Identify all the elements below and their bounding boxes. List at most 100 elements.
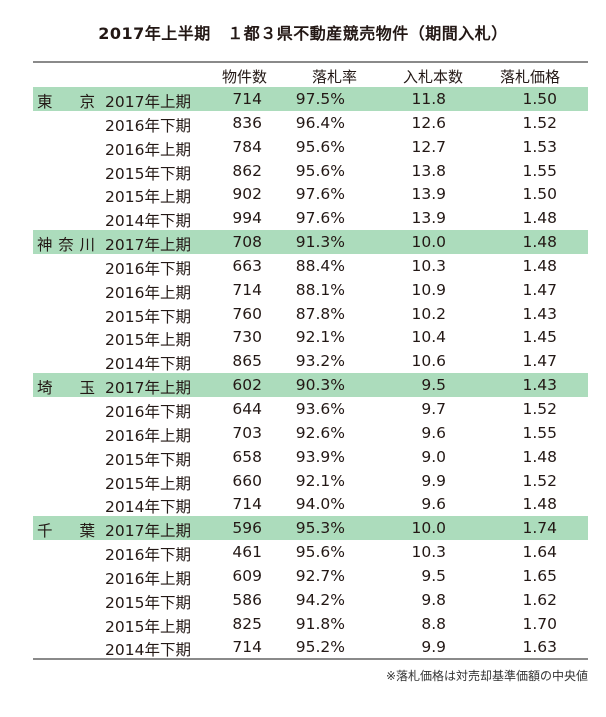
period-cell: 2015年下期 <box>105 307 191 326</box>
table-row: 2015年下期 760 87.8% 10.2 1.43 <box>33 302 588 326</box>
rate-cell: 91.3% <box>295 233 345 252</box>
bids-cell: 9.7 <box>421 399 446 418</box>
rate-cell: 97.6% <box>295 185 345 204</box>
price-cell: 1.48 <box>522 447 557 466</box>
count-cell: 660 <box>232 471 262 490</box>
price-cell: 1.53 <box>522 137 557 156</box>
count-cell: 461 <box>232 543 262 562</box>
count-cell: 784 <box>232 137 262 156</box>
table-row: 2016年上期 703 92.6% 9.6 1.55 <box>33 421 588 445</box>
period-cell: 2014年下期 <box>105 212 191 231</box>
rate-cell: 88.4% <box>295 256 345 275</box>
table-row: 2015年下期 658 93.9% 9.0 1.48 <box>33 445 588 469</box>
table-row: 2014年下期 714 95.2% 9.9 1.63 <box>33 635 588 659</box>
period-cell: 2015年上期 <box>105 331 191 350</box>
bids-cell: 9.9 <box>421 638 446 657</box>
rate-cell: 93.9% <box>295 447 345 466</box>
count-cell: 862 <box>232 161 262 180</box>
table-row: 2014年下期 714 94.0% 9.6 1.48 <box>33 492 588 516</box>
count-cell: 994 <box>232 209 262 228</box>
count-cell: 609 <box>232 566 262 585</box>
rate-cell: 95.6% <box>295 161 345 180</box>
period-cell: 2015年下期 <box>105 593 191 612</box>
rate-cell: 95.2% <box>295 638 345 657</box>
bids-cell: 13.9 <box>411 185 446 204</box>
header-bids: 入札本数 <box>403 68 464 86</box>
bids-cell: 9.5 <box>421 566 446 585</box>
rate-cell: 92.7% <box>295 566 345 585</box>
bids-cell: 10.3 <box>411 543 446 562</box>
period-cell: 2015年上期 <box>105 617 191 636</box>
table-row: 神奈川 2017年上期 708 91.3% 10.0 1.48 <box>33 230 588 254</box>
period-cell: 2016年下期 <box>105 116 191 135</box>
price-cell: 1.55 <box>522 423 557 442</box>
rate-cell: 90.3% <box>295 376 345 395</box>
table-row: 2016年下期 836 96.4% 12.6 1.52 <box>33 111 588 135</box>
price-cell: 1.48 <box>522 256 557 275</box>
price-cell: 1.45 <box>522 328 557 347</box>
table-row: 2015年上期 825 91.8% 8.8 1.70 <box>33 612 588 636</box>
rate-cell: 91.8% <box>295 614 345 633</box>
rate-cell: 94.2% <box>295 590 345 609</box>
price-cell: 1.50 <box>522 185 557 204</box>
bids-cell: 13.9 <box>411 209 446 228</box>
rate-cell: 97.6% <box>295 209 345 228</box>
bids-cell: 10.9 <box>411 280 446 299</box>
rate-cell: 93.2% <box>295 352 345 371</box>
bids-cell: 10.6 <box>411 352 446 371</box>
rate-cell: 97.5% <box>295 90 345 108</box>
table-row: 2015年上期 902 97.6% 13.9 1.50 <box>33 182 588 206</box>
period-cell: 2016年下期 <box>105 259 191 278</box>
table-row: 2014年下期 994 97.6% 13.9 1.48 <box>33 206 588 230</box>
price-cell: 1.52 <box>522 113 557 132</box>
rate-cell: 87.8% <box>295 304 345 323</box>
period-cell: 2017年上期 <box>105 236 191 255</box>
period-cell: 2016年上期 <box>105 283 191 302</box>
count-cell: 586 <box>232 590 262 609</box>
count-cell: 760 <box>232 304 262 323</box>
count-cell: 708 <box>232 233 262 252</box>
bids-cell: 9.6 <box>421 423 446 442</box>
bids-cell: 8.8 <box>421 614 446 633</box>
table-row: 2015年上期 730 92.1% 10.4 1.45 <box>33 325 588 349</box>
count-cell: 714 <box>232 280 262 299</box>
count-cell: 658 <box>232 447 262 466</box>
count-cell: 825 <box>232 614 262 633</box>
period-cell: 2015年上期 <box>105 188 191 207</box>
table-row: 2015年下期 862 95.6% 13.8 1.55 <box>33 159 588 183</box>
period-cell: 2016年下期 <box>105 402 191 421</box>
period-cell: 2015年下期 <box>105 164 191 183</box>
table-row: 2014年下期 865 93.2% 10.6 1.47 <box>33 349 588 373</box>
price-cell: 1.62 <box>522 590 557 609</box>
rate-cell: 88.1% <box>295 280 345 299</box>
table-row: 2016年上期 609 92.7% 9.5 1.65 <box>33 564 588 588</box>
period-cell: 2016年上期 <box>105 426 191 445</box>
period-cell: 2016年下期 <box>105 546 191 565</box>
rate-cell: 95.3% <box>295 519 345 538</box>
table-row: 2015年上期 660 92.1% 9.9 1.52 <box>33 469 588 493</box>
count-cell: 714 <box>232 90 262 108</box>
rate-cell: 92.1% <box>295 328 345 347</box>
price-cell: 1.70 <box>522 614 557 633</box>
bids-cell: 12.6 <box>411 113 446 132</box>
rate-cell: 92.1% <box>295 471 345 490</box>
bids-cell: 10.0 <box>411 233 446 252</box>
price-cell: 1.43 <box>522 304 557 323</box>
header-count: 物件数 <box>222 68 268 86</box>
table-row: 千 葉 2017年上期 596 95.3% 10.0 1.74 <box>33 516 588 540</box>
bids-cell: 10.4 <box>411 328 446 347</box>
count-cell: 602 <box>232 376 262 395</box>
bids-cell: 9.8 <box>421 590 446 609</box>
bottom-rule <box>33 658 588 660</box>
bids-cell: 10.0 <box>411 519 446 538</box>
bids-cell: 9.9 <box>421 471 446 490</box>
price-cell: 1.65 <box>522 566 557 585</box>
table-body: 東 京 2017年上期 714 97.5% 11.8 1.50 2016年下期 836 96.4… <box>33 87 588 659</box>
prefecture-label: 埼 玉 <box>37 379 95 398</box>
period-cell: 2015年上期 <box>105 474 191 493</box>
rate-cell: 95.6% <box>295 543 345 562</box>
count-cell: 644 <box>232 399 262 418</box>
table-row: 2016年上期 784 95.6% 12.7 1.53 <box>33 135 588 159</box>
bids-cell: 11.8 <box>411 90 446 108</box>
price-cell: 1.48 <box>522 495 557 514</box>
